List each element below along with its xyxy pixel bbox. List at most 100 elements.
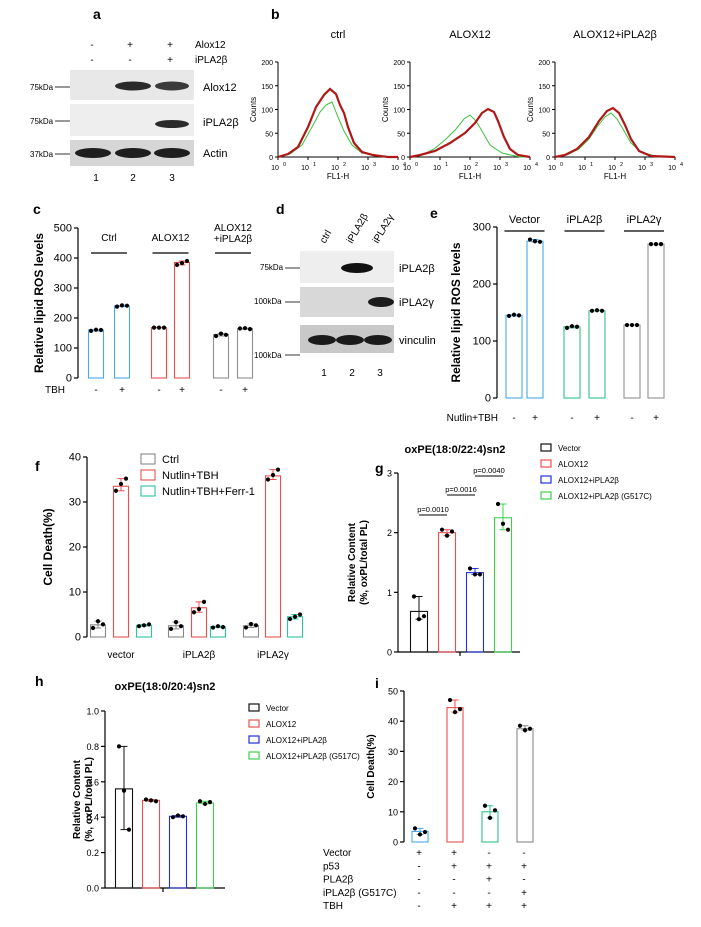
x-tick-exponent: 1	[590, 162, 593, 168]
p-value-label: p=0.0040	[473, 466, 505, 475]
chart-h: 0.0 0.2 0.4 0.6 0.8 1.0 oxPE(18:0/20:4)sn2 Rela…	[72, 681, 360, 894]
data-point	[124, 303, 130, 308]
x-tick-exponent: 3	[650, 162, 653, 168]
data-point	[248, 621, 254, 627]
data-point	[197, 799, 203, 804]
data-point	[564, 325, 570, 330]
treatment-sign: -	[417, 875, 420, 886]
treatment-sign: -	[417, 861, 420, 872]
y-tick-label: 50	[388, 687, 398, 697]
y-tick-label: 0	[401, 155, 405, 162]
data-point	[624, 322, 630, 328]
y-axis-label: Counts	[249, 97, 258, 122]
blot-a-lane-number: 2	[130, 173, 136, 184]
blot-a-kda: 37kDa	[30, 150, 54, 159]
treatment-sign: +	[451, 861, 457, 872]
x-tick-label: 10	[548, 165, 556, 172]
treatment-sign: +	[594, 413, 600, 424]
legend-swatch	[248, 703, 260, 712]
bar	[150, 327, 168, 379]
data-point	[516, 313, 522, 318]
chart-i: 0 10 20 30 40 50 Cell Death(%) Vector + + - - p53 - + +…	[323, 687, 534, 912]
y-tick-label: 0	[387, 648, 392, 658]
data-point	[506, 313, 512, 319]
data-point	[151, 325, 157, 330]
data-point	[179, 261, 185, 266]
x-tick-exponent: 1	[313, 162, 316, 168]
blot-a-kda: 75kDa	[30, 83, 54, 92]
blot-a-band	[115, 148, 151, 158]
chart-title: oxPE(18:0/22:4)sn2	[405, 444, 506, 456]
y-tick-label: 400	[54, 253, 72, 265]
y-tick-label: 30	[388, 747, 398, 757]
data-point	[114, 304, 120, 309]
legend-swatch	[248, 719, 260, 728]
y-tick-label: 100	[54, 343, 72, 355]
blot-d-lane-label: iPLA2β	[345, 212, 371, 246]
data-point	[123, 476, 129, 481]
x-tick-exponent: 4	[403, 162, 406, 168]
data-point	[457, 707, 463, 712]
data-point	[170, 815, 176, 820]
blot-a-band	[154, 148, 190, 158]
data-point	[495, 501, 501, 507]
chart-e: 0 100 200 300 Relative lipid ROS levels Vecto…	[447, 214, 665, 424]
legend-swatch	[140, 453, 156, 465]
y-tick-label: 100	[473, 336, 491, 348]
data-point	[113, 488, 119, 493]
blot-a-condition-signs: - + + - - +	[90, 40, 173, 66]
y-tick-label: 20	[69, 542, 81, 554]
flow-title: ALOX12+iPLA2β	[573, 29, 657, 41]
x-tick-exponent: 3	[505, 162, 508, 168]
data-point	[634, 322, 640, 328]
y-axis-label: Counts	[526, 97, 535, 122]
data-point	[492, 808, 498, 813]
bar	[588, 310, 606, 399]
y-tick-label: 0	[66, 373, 72, 385]
y-tick-label: 100	[538, 108, 550, 115]
data-point	[416, 617, 422, 622]
x-tick-label: 10	[668, 165, 676, 172]
legend-label: Ctrl	[162, 454, 179, 466]
histogram-red	[554, 106, 676, 159]
chart-f: 0 10 20 30 40 Cell Death(%) vector iPLA2β iPLA2γ…	[41, 452, 304, 661]
data-point	[275, 467, 281, 472]
bar	[195, 802, 215, 889]
panel-letter-c: c	[33, 201, 41, 217]
x-category-label: vector	[107, 650, 135, 661]
data-point	[153, 799, 159, 804]
y-tick-label: 20	[388, 777, 398, 787]
treatment-sign: -	[452, 888, 455, 899]
treatment-sign: +	[521, 901, 527, 912]
legend-swatch	[140, 469, 156, 481]
data-point	[237, 326, 243, 331]
legend-swatch	[540, 475, 552, 484]
x-tick-label: 10	[331, 165, 339, 172]
treatment-sign: -	[417, 901, 420, 912]
data-point	[467, 566, 473, 571]
data-point	[270, 472, 276, 478]
bar	[526, 240, 544, 399]
y-tick-label: 300	[473, 222, 491, 234]
data-point	[210, 625, 216, 630]
legend-label: Nutlin+TBH+Ferr-1	[162, 486, 255, 498]
blot-a-sign: -	[90, 40, 93, 51]
y-axis-label: Counts	[381, 97, 390, 122]
y-tick-label: 0	[393, 838, 398, 848]
data-point	[218, 331, 224, 336]
data-point	[148, 798, 154, 803]
bar	[112, 485, 130, 638]
blot-a-lane-number: 1	[93, 173, 99, 184]
x-tick-label: 10	[403, 165, 411, 172]
x-tick-label: 10	[608, 165, 616, 172]
blot-a-band-label: Actin	[203, 148, 227, 160]
blot-d-kda: 100kDa	[254, 351, 282, 360]
treatment-row-label: iPLA2β (G517C)	[323, 888, 397, 899]
data-point	[527, 726, 533, 731]
x-tick-exponent: 0	[560, 162, 563, 168]
y-axis-label: Relative lipid ROS levels	[449, 242, 463, 382]
blot-a-band	[75, 148, 111, 158]
group-label: Ctrl	[101, 233, 117, 244]
data-point	[599, 308, 605, 313]
data-point	[143, 797, 149, 802]
